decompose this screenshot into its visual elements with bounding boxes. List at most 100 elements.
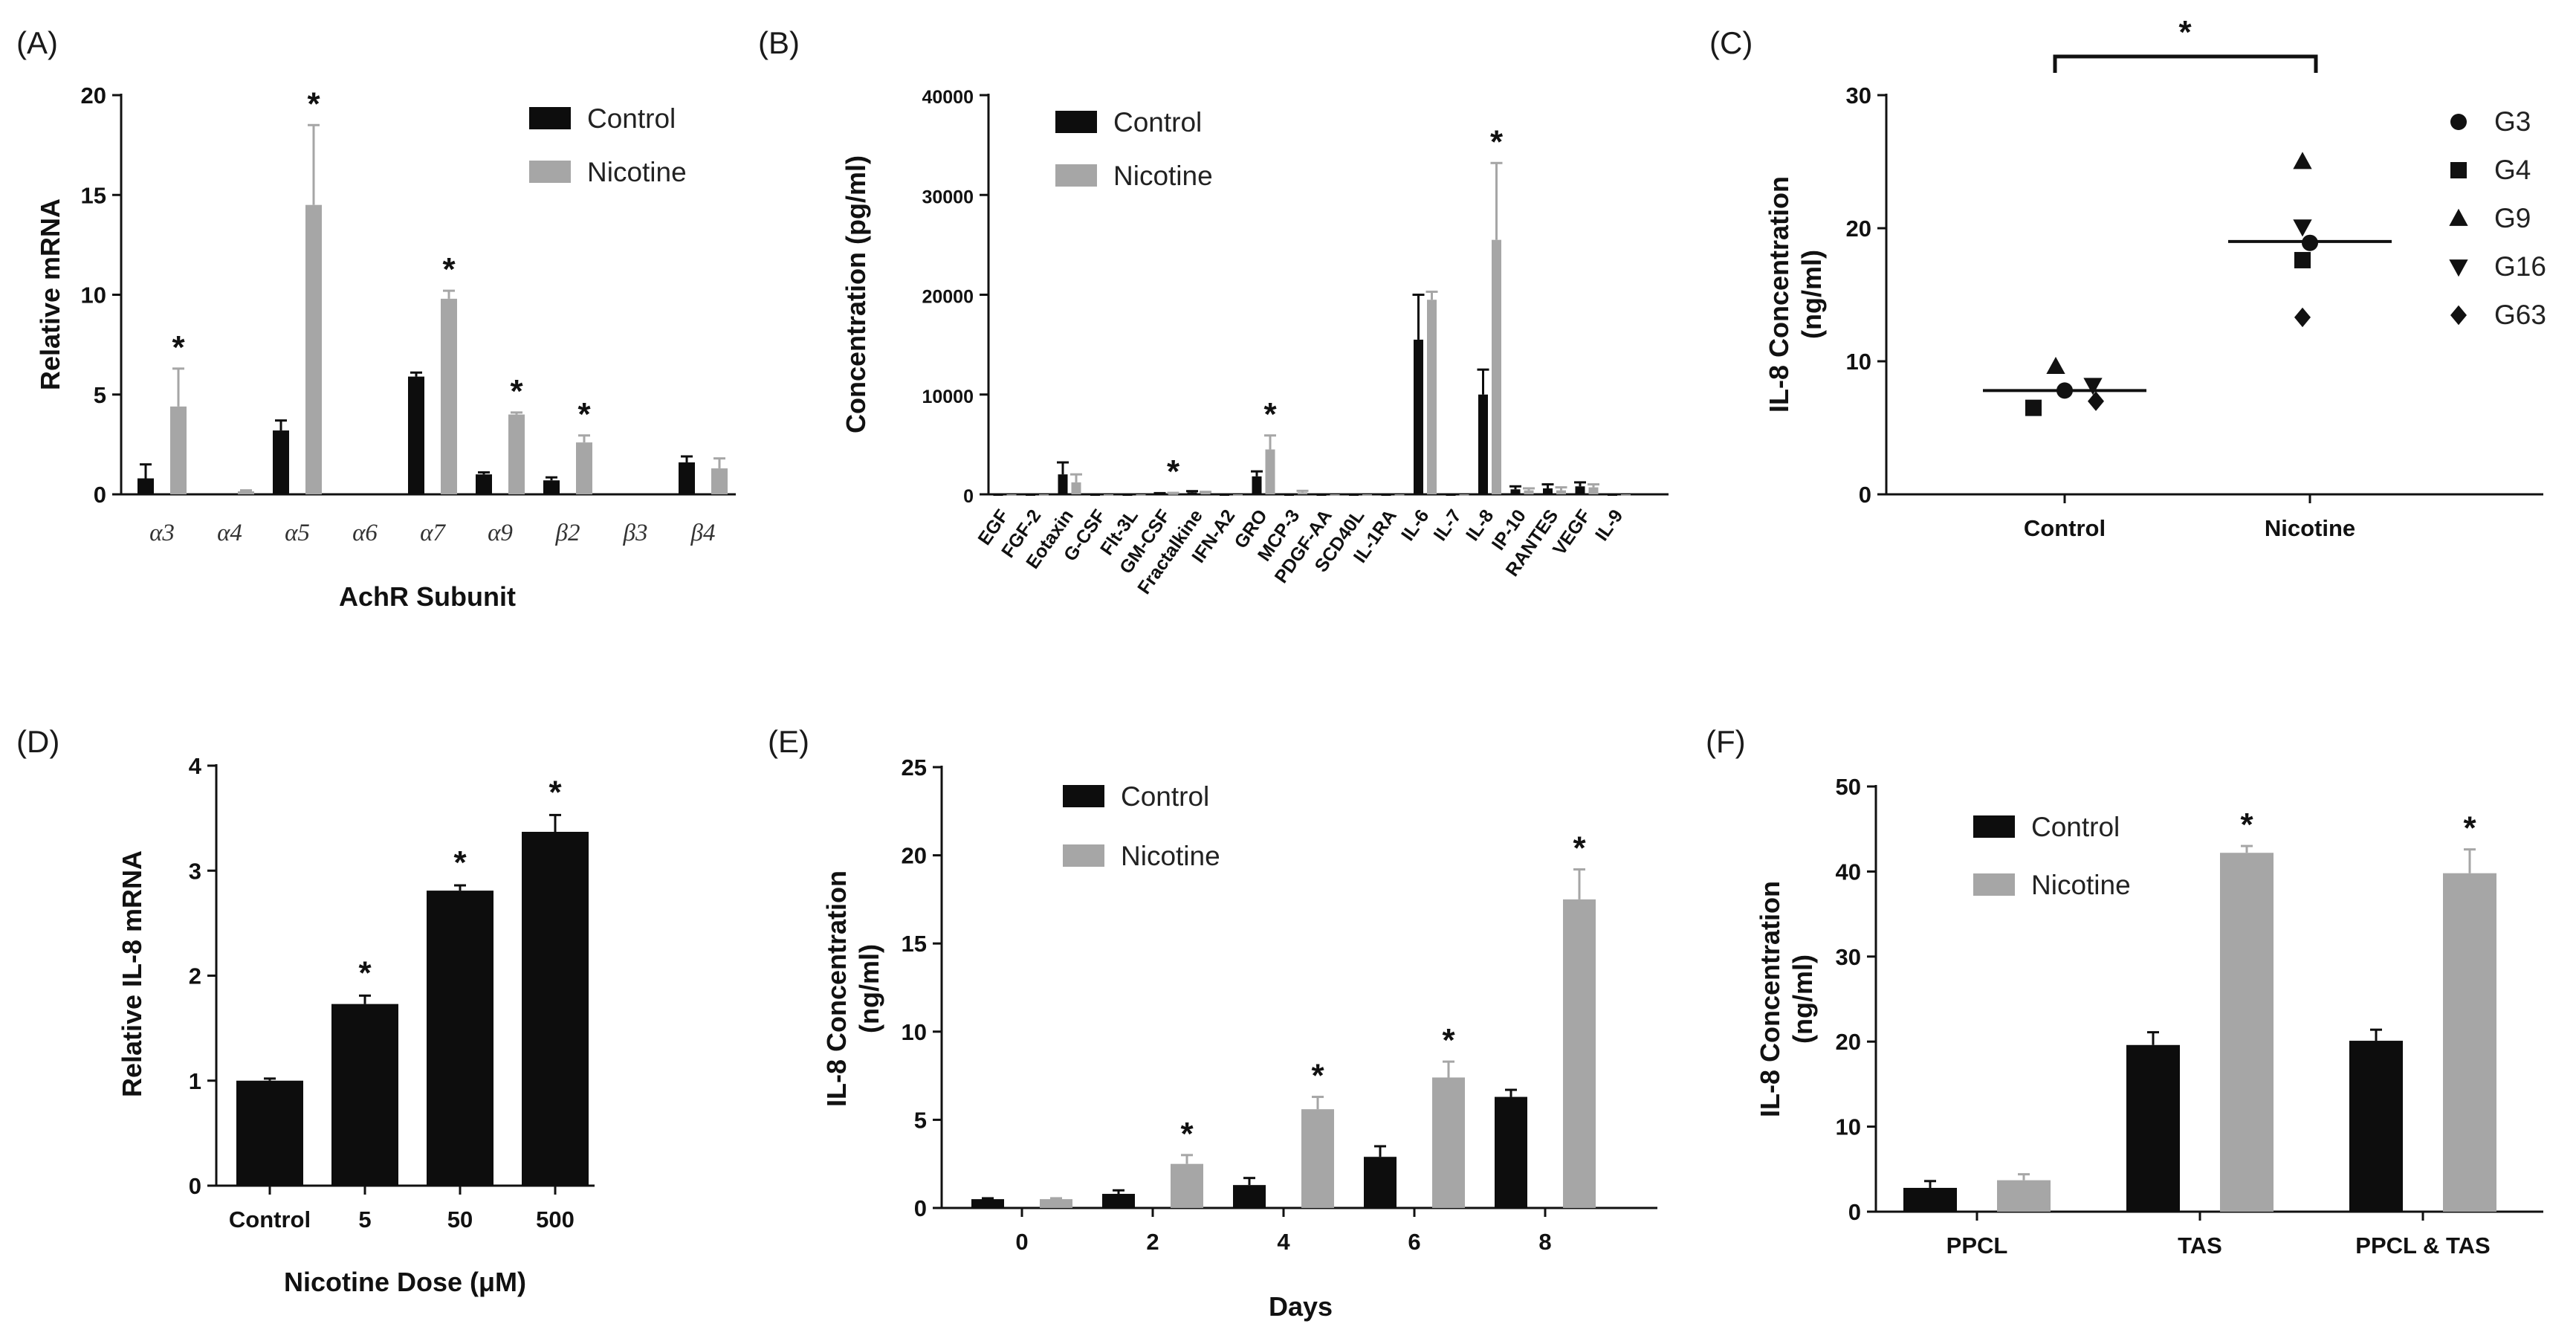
panel-f-y-tick-label: 30 <box>1836 944 1861 970</box>
panel-c-legend-marker <box>2450 305 2467 326</box>
panel-b-bar <box>1394 494 1405 496</box>
panel-e-y-tick-label: 10 <box>902 1019 927 1045</box>
panel-c-legend-label: G16 <box>2494 251 2546 282</box>
panel-b-bar <box>1071 482 1081 494</box>
panel-b-x-tick-label: IL-7 <box>1429 505 1465 544</box>
panel-f-bar <box>2220 853 2274 1212</box>
panel-f-significance-star: * <box>2240 807 2253 843</box>
panel-b-legend-label: Nicotine <box>1113 161 1213 191</box>
panel-b-y-tick-label: 40000 <box>922 87 974 108</box>
panel-label: (C) <box>1709 25 1753 60</box>
panel-f-significance-star: * <box>2463 810 2476 847</box>
panel-a-legend-label: Nicotine <box>587 157 687 187</box>
panel-e-y-axis-title-line: (ng/ml) <box>854 944 884 1033</box>
panel-a-y-tick-label: 15 <box>81 182 106 208</box>
panel-c-x-tick-label: Nicotine <box>2265 515 2355 541</box>
panel-b-bar <box>1058 474 1068 494</box>
panel-e-legend-label: Nicotine <box>1121 841 1220 871</box>
panel-f-bar <box>1903 1187 1957 1212</box>
panel-d-y-axis-title: Relative IL-8 mRNA <box>117 850 147 1097</box>
panel-d-x-tick-label: 5 <box>358 1206 371 1232</box>
panel-a-x-tick-label: α6 <box>352 520 378 546</box>
panel-c-data-point <box>2294 251 2311 268</box>
panel-b-bar <box>1122 494 1133 496</box>
panel-b-bar <box>1187 492 1197 494</box>
panel-b-y-axis-title: Concentration (pg/ml) <box>841 155 871 433</box>
panel-c-legend-marker <box>2449 208 2468 226</box>
panel-f-y-tick-label: 50 <box>1836 774 1861 800</box>
panel-d-bar <box>522 831 589 1186</box>
panel-e-y-tick-label: 15 <box>902 931 927 957</box>
panel-b-significance-star: * <box>1263 396 1277 433</box>
panel-f-bar <box>2126 1044 2180 1212</box>
panel-a-x-tick-label: β2 <box>555 520 580 546</box>
panel-b-x-tick-label: IL-9 <box>1591 505 1627 544</box>
panel-c-legend-label: G4 <box>2494 155 2531 185</box>
panel-a-x-tick-label: β3 <box>623 520 648 546</box>
panel-b-bar <box>1492 239 1501 494</box>
panel-b-significance-star: * <box>1167 453 1180 490</box>
panel-b-bar <box>1104 494 1113 496</box>
panel-b-bar <box>1575 486 1585 494</box>
panel-a-bar <box>543 480 560 494</box>
panel-a-significance-star: * <box>510 373 523 410</box>
panel-a-bar <box>273 430 289 494</box>
panel-b-bar <box>1362 494 1372 496</box>
panel-e-y-axis-title-line: IL-8 Concentration <box>821 870 852 1107</box>
panel-a-bar <box>441 298 457 494</box>
panel-a-significance-star: * <box>172 329 185 366</box>
panel-e-bar <box>1233 1185 1266 1208</box>
panel-b-bar <box>1233 494 1243 496</box>
panel-e-bar <box>971 1199 1004 1208</box>
panel-c-significance-bracket <box>2053 54 2318 73</box>
panel-b-y-tick-label: 30000 <box>922 187 974 207</box>
panel-b-bar <box>1168 493 1178 495</box>
panel-c-data-point <box>2293 219 2312 237</box>
panel-e-x-axis-title: Days <box>1269 1291 1333 1322</box>
panel-f-bar <box>2349 1041 2403 1212</box>
panel-b-bar <box>1284 494 1294 496</box>
panel-d-x-axis-title: Nicotine Dose (μM) <box>284 1267 526 1297</box>
panel-b-bar <box>1039 494 1049 496</box>
panel-e-bar <box>1040 1199 1072 1208</box>
panel-c-legend-label: G3 <box>2494 106 2531 137</box>
panel-f-y-axis-title: IL-8 Concentration(ng/ml) <box>1755 881 1818 1117</box>
panel-f-y-axis-title-line: IL-8 Concentration <box>1755 881 1785 1117</box>
panel-a-significance-star: * <box>577 396 591 433</box>
panel-d-significance-star: * <box>453 844 467 881</box>
panel-a-y-tick-label: 5 <box>94 382 106 408</box>
panel-d-y-axis-title-line: Relative IL-8 mRNA <box>117 850 147 1097</box>
panel-c-data-point <box>2293 152 2312 169</box>
panel-b-bar <box>1459 494 1469 496</box>
panel-c-legend-marker <box>2450 162 2467 178</box>
panel-b-bar <box>1316 494 1327 496</box>
panel-f-x-tick-label: PPCL & TAS <box>2355 1232 2490 1259</box>
panel-f-y-tick-label: 20 <box>1836 1029 1861 1055</box>
panel-b-y-tick-label: 0 <box>963 486 974 507</box>
panel-c-data-point <box>2302 234 2318 251</box>
panel-f-legend-label: Control <box>2031 812 2120 842</box>
panel-a-y-axis-title: Relative mRNA <box>35 198 65 390</box>
panel-f-y-tick-label: 10 <box>1836 1114 1861 1140</box>
panel-b-bar <box>1252 476 1262 494</box>
panel-a-bar <box>576 442 592 494</box>
panel-b-bar <box>1427 300 1437 494</box>
panel-a-y-tick-label: 20 <box>81 83 106 109</box>
panel-a-bar <box>679 462 695 494</box>
panel-c-y-axis-title: IL-8 Concentration(ng/ml) <box>1764 176 1827 413</box>
panel-e-x-tick-label: 2 <box>1146 1229 1159 1255</box>
panel-e-bar <box>1364 1157 1397 1208</box>
panel-c-data-point <box>2056 382 2073 399</box>
panel-d-y-tick-label: 3 <box>189 858 201 884</box>
panel-b-bar <box>1155 493 1165 495</box>
panel-e-significance-star: * <box>1180 1116 1194 1152</box>
panel-c-data-point <box>2088 391 2104 411</box>
panel-b-bar <box>1588 487 1599 494</box>
panel-f-y-axis-title-line: (ng/ml) <box>1787 954 1818 1044</box>
panel-b-legend-swatch <box>1055 164 1097 187</box>
panel-a-bar <box>408 376 424 494</box>
panel-label: (A) <box>16 25 58 60</box>
panel-c-legend-label: G63 <box>2494 300 2546 330</box>
panel-d-significance-star: * <box>548 774 562 810</box>
panel-c-y-tick-label: 10 <box>1846 349 1871 375</box>
